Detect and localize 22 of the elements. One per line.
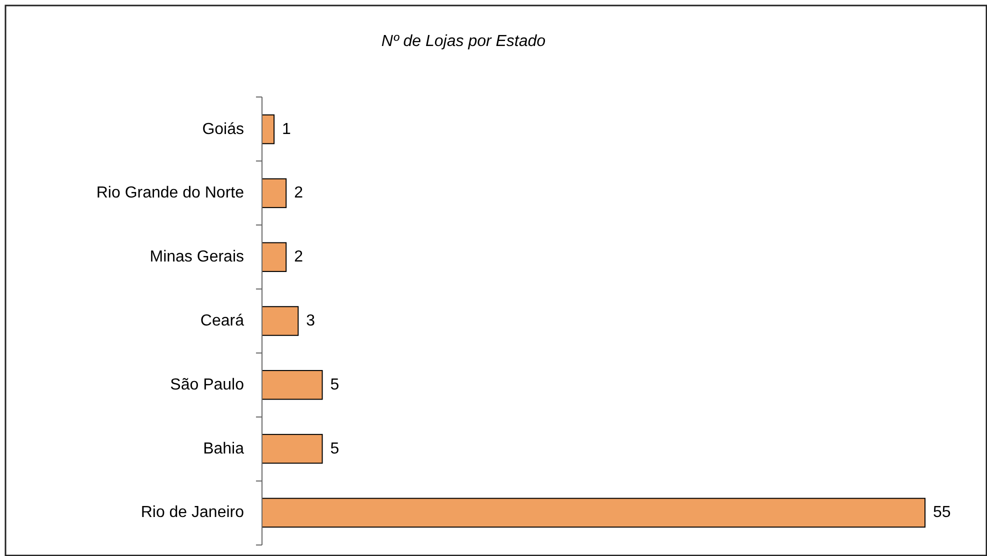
- bar: [262, 242, 287, 272]
- chart-title: Nº de Lojas por Estado: [381, 33, 546, 50]
- y-tick-label: Rio Grande do Norte: [96, 184, 244, 202]
- data-label: 3: [306, 312, 316, 330]
- bar: [262, 306, 299, 336]
- y-tick-label: Ceará: [200, 312, 244, 330]
- data-label: 5: [330, 376, 340, 394]
- data-label: 1: [282, 120, 292, 138]
- data-label: 2: [294, 248, 304, 266]
- bar: [262, 178, 287, 208]
- data-label: 55: [933, 504, 951, 522]
- bar: [262, 434, 323, 464]
- bar: [262, 370, 323, 400]
- y-tick-label: Bahia: [203, 440, 244, 458]
- bar: [262, 114, 275, 144]
- y-tick-label: Minas Gerais: [150, 248, 244, 266]
- data-label: 5: [330, 440, 340, 458]
- bar: [262, 498, 926, 528]
- y-tick-label: São Paulo: [170, 376, 244, 394]
- y-tick-label: Goiás: [202, 120, 244, 138]
- y-tick-label: Rio de Janeiro: [140, 504, 244, 522]
- data-label: 2: [294, 184, 304, 202]
